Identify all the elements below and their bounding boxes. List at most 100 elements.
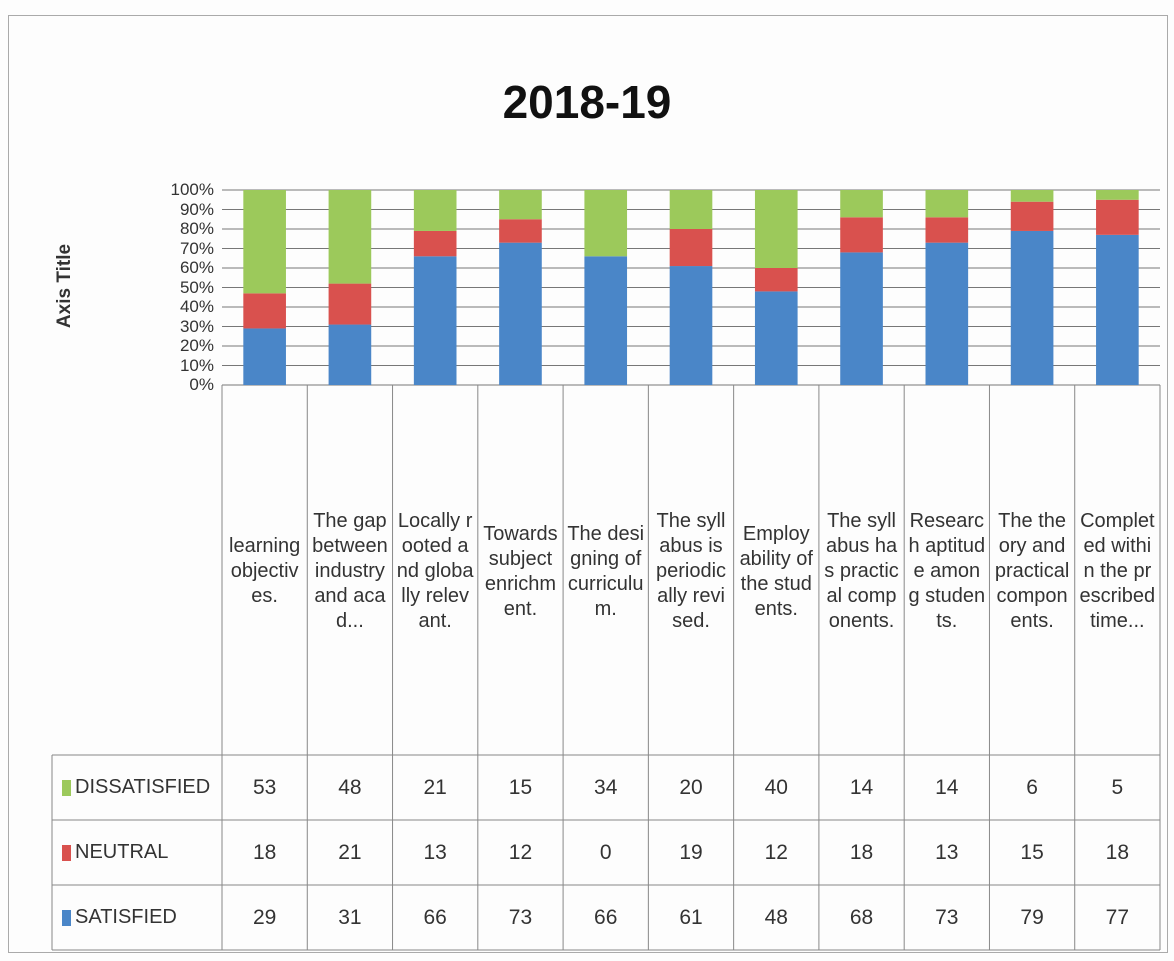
- x-category-label: The theory and practical components.: [994, 510, 1070, 632]
- table-value: 53: [252, 775, 277, 799]
- bar-segment: [754, 268, 798, 292]
- y-tick-label: 100%: [170, 180, 214, 199]
- x-category-label: The syllabus has practical components.: [824, 510, 899, 632]
- bar-segment: [328, 324, 372, 385]
- x-category-label: The gap between industry and acad...: [312, 510, 388, 632]
- table-value: 66: [423, 905, 447, 929]
- bar-segment: [1010, 190, 1054, 202]
- bar-segment: [925, 190, 969, 218]
- bar-segment: [584, 190, 628, 257]
- legend-label: NEUTRAL: [75, 841, 169, 863]
- table-value: 77: [1105, 905, 1130, 929]
- legend-entry: SATISFIED: [52, 885, 222, 950]
- table-value: 15: [508, 775, 533, 799]
- y-tick-label: 80%: [179, 219, 214, 238]
- bar-segment: [840, 252, 883, 385]
- y-tick-label: 10%: [179, 355, 214, 375]
- chart-frame: [8, 15, 1168, 953]
- table-value: 68: [849, 905, 874, 929]
- bar-segment: [1010, 201, 1054, 231]
- x-category-label: Towards subject enrichment.: [483, 522, 558, 620]
- bar-segment: [754, 291, 798, 385]
- table-value: 18: [849, 840, 874, 864]
- table-value: 61: [679, 905, 703, 929]
- legend-label: DISSATISFIED: [75, 776, 211, 798]
- x-category-label: Locally rooted and globally relevant.: [396, 510, 474, 632]
- table-value: 21: [423, 775, 447, 799]
- table-value: 18: [1105, 840, 1130, 864]
- table-value: 18: [252, 840, 277, 864]
- table-value: 31: [338, 905, 362, 929]
- bar-segment: [1096, 190, 1139, 200]
- table-value: 73: [935, 905, 959, 929]
- x-category-label: The syllabus is periodically revised.: [655, 510, 727, 632]
- table-value: 14: [849, 775, 874, 799]
- table-value: 12: [508, 840, 533, 864]
- y-tick-label: 60%: [179, 258, 214, 277]
- bar-segment: [669, 266, 713, 385]
- bar-segment: [413, 230, 457, 257]
- y-tick-label: 50%: [179, 277, 214, 297]
- bar-segment: [243, 328, 286, 385]
- table-value: 19: [679, 840, 703, 864]
- x-category-label: Completed within the prescribed time...: [1079, 510, 1156, 632]
- bar-segment: [328, 283, 372, 325]
- table-value: 40: [764, 775, 788, 799]
- bar-segment: [754, 190, 798, 268]
- table-value: 34: [594, 775, 618, 799]
- table-value: 5: [1111, 775, 1124, 799]
- legend-swatch: [62, 909, 71, 926]
- table-value: 66: [594, 905, 618, 929]
- table-value: 6: [1026, 775, 1038, 799]
- legend-label: SATISFIED: [75, 906, 177, 928]
- bar-segment: [925, 242, 969, 385]
- bar-segment: [584, 256, 628, 385]
- x-category-label: learning objectives.: [229, 535, 301, 607]
- bar-segment: [243, 190, 286, 294]
- bar-segment: [413, 190, 457, 231]
- bar-segment: [669, 229, 713, 267]
- bar-segment: [243, 293, 286, 329]
- table-value: 14: [935, 775, 959, 799]
- y-tick-label: 20%: [179, 336, 214, 355]
- bar-segment: [669, 190, 713, 229]
- bar-segment: [840, 217, 883, 253]
- bar-segment: [1096, 199, 1139, 235]
- table-value: 20: [679, 775, 703, 799]
- table-value: 0: [599, 840, 612, 864]
- bar-segment: [1010, 230, 1054, 385]
- bar-segment: [925, 217, 969, 243]
- table-value: 13: [423, 840, 447, 864]
- y-tick-label: 70%: [179, 238, 214, 258]
- x-category-label: The designing of curriculum.: [567, 522, 645, 620]
- bar-segment: [328, 190, 372, 284]
- bar-segment: [1096, 234, 1139, 385]
- table-value: 48: [764, 905, 788, 929]
- table-value: 29: [252, 905, 277, 929]
- bar-segment: [499, 242, 542, 385]
- table-value: 13: [935, 840, 959, 864]
- y-tick-label: 0%: [189, 375, 214, 394]
- chart-title: 2018-19: [502, 76, 672, 128]
- x-category-label: Employability of the students.: [739, 522, 813, 620]
- table-value: 21: [338, 840, 362, 864]
- table-value: 15: [1020, 840, 1044, 864]
- legend-entry: NEUTRAL: [52, 820, 222, 885]
- legend-swatch: [62, 844, 71, 861]
- table-value: 79: [1020, 905, 1044, 929]
- x-category-label: Research aptitude among students.: [908, 510, 986, 632]
- bar-segment: [413, 256, 457, 385]
- legend-swatch: [62, 779, 71, 796]
- bar-segment: [840, 190, 883, 218]
- y-tick-label: 90%: [179, 199, 214, 219]
- table-value: 48: [338, 775, 362, 799]
- y-tick-label: 40%: [179, 297, 214, 316]
- table-value: 73: [508, 905, 533, 929]
- legend-entry: DISSATISFIED: [52, 755, 222, 820]
- table-value: 12: [764, 840, 788, 864]
- bar-segment: [499, 190, 542, 220]
- y-tick-label: 30%: [179, 316, 214, 336]
- bar-segment: [499, 219, 542, 243]
